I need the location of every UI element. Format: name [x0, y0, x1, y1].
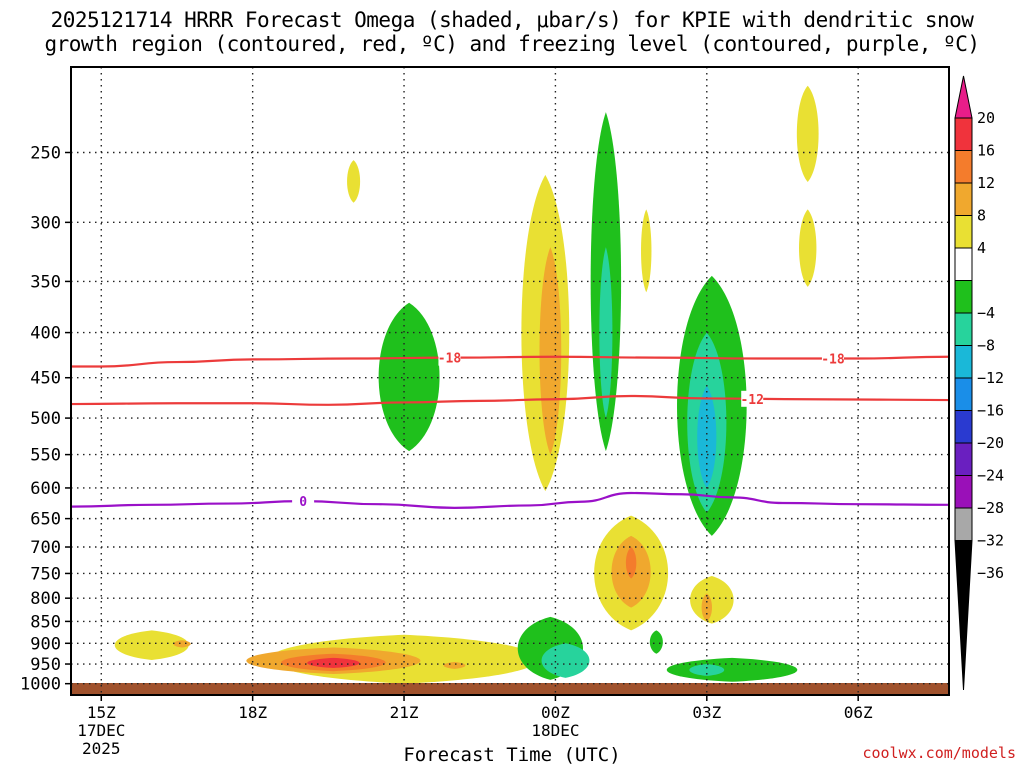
omega-region-28	[689, 664, 725, 676]
colorbar-swatch-3	[954, 182, 973, 216]
colorbar-swatch-9	[954, 377, 973, 411]
colorbar-label-6: −8	[977, 337, 995, 355]
y-tick-label-250: 250	[30, 143, 61, 163]
plot-frame	[70, 66, 950, 696]
omega-region-25	[541, 643, 590, 678]
omega-region-27	[666, 657, 798, 682]
omega-region-1	[173, 640, 191, 648]
contour-freezing-level	[71, 491, 949, 509]
colorbar-label-3: 8	[977, 207, 986, 225]
colorbar-bottom-arrow	[954, 540, 973, 691]
contour-label-dgz-lower-0: -12	[740, 393, 763, 408]
omega-region-7	[347, 160, 361, 203]
colorbar-label-7: −12	[977, 369, 1004, 387]
colorbar-swatch-13	[954, 507, 973, 541]
x-tick-label-21Z: 21Z	[390, 703, 419, 722]
contour-label-bg-dgz-upper-0	[438, 349, 461, 366]
omega-region-13	[641, 209, 652, 293]
x-tick-label-18Z: 18Z	[238, 703, 267, 722]
y-tick-label-800: 800	[30, 589, 61, 609]
chart-title-line2: growth region (contoured, red, ºC) and f…	[44, 32, 980, 56]
ground-strip	[71, 683, 949, 695]
contour-lines: -18 -18 -12 0	[71, 349, 949, 510]
colorbar-label-4: 4	[977, 239, 986, 257]
colorbar-swatch-10	[954, 410, 973, 444]
y-tick-label-550: 550	[30, 446, 61, 466]
y-tick-label-500: 500	[30, 409, 61, 429]
y-tick-label-400: 400	[30, 324, 61, 344]
colorbar-label-9: −20	[977, 434, 1004, 452]
contour-label-bg-dgz-upper-1	[821, 350, 844, 367]
y-tick-label-450: 450	[30, 369, 61, 389]
y-tick-label-650: 650	[30, 510, 61, 530]
x-tick-label-03Z: 03Z	[692, 703, 721, 722]
contour-label-dgz-upper-0: -18	[438, 352, 462, 367]
contour-label-bg-dgz-lower-0	[741, 390, 764, 407]
omega-region-5	[307, 657, 360, 669]
omega-shading	[114, 85, 819, 684]
colorbar-swatch-11	[954, 442, 973, 476]
colorbar-label-8: −16	[977, 402, 1004, 420]
colorbar-swatch-2	[954, 150, 973, 184]
colorbar-swatch-12	[954, 475, 973, 509]
colorbar-swatch-1	[954, 117, 973, 151]
y-tick-label-900: 900	[30, 634, 61, 654]
colorbar-label-0: 20	[977, 109, 995, 127]
omega-region-0	[114, 630, 189, 660]
colorbar-top-arrow	[954, 75, 973, 119]
x-axis-label: Forecast Time (UTC)	[403, 744, 621, 766]
x-tick-label-15Z: 15Z	[87, 703, 116, 722]
y-tick-label-700: 700	[30, 538, 61, 558]
colorbar: 20 16 12 8 4 −4 −8 −12 −16 −20 −24 −28 −32 −36	[954, 75, 1004, 691]
colorbar-label-11: −28	[977, 499, 1004, 517]
omega-region-8	[378, 302, 440, 452]
colorbar-label-12: −32	[977, 532, 1004, 550]
gridlines	[71, 67, 949, 695]
contour-label-freezing-level-0: 0	[299, 495, 307, 510]
chart-title-line1: 2025121714 HRRR Forecast Omega (shaded, …	[50, 8, 974, 32]
y-tick-label-600: 600	[30, 479, 61, 499]
contour-label-bg-freezing-level-0	[292, 493, 315, 510]
colorbar-swatch-8	[954, 345, 973, 379]
y-tick-label-1000: 1000	[20, 675, 61, 695]
x-tick-sublabel-15Z-1: 2025	[82, 739, 121, 758]
colorbar-label-13: −36	[977, 564, 1004, 582]
y-tick-label-350: 350	[30, 272, 61, 292]
y-tick-label-950: 950	[30, 655, 61, 675]
y-tick-label-750: 750	[30, 564, 61, 584]
omega-region-14	[796, 85, 819, 182]
y-axis: 2503003504004505005506006507007508008509…	[20, 143, 71, 695]
x-tick-sublabel-00Z-0: 18DEC	[531, 721, 579, 740]
y-tick-label-300: 300	[30, 213, 61, 233]
omega-region-15	[799, 209, 817, 287]
x-tick-label-06Z: 06Z	[844, 703, 873, 722]
colorbar-swatch-5	[954, 247, 973, 281]
colorbar-swatch-4	[954, 215, 973, 249]
contour-dgz-lower	[71, 394, 949, 406]
x-tick-sublabel-15Z-0: 17DEC	[77, 721, 125, 740]
contour-label-dgz-upper-1: -18	[821, 353, 845, 368]
colorbar-swatch-7	[954, 312, 973, 346]
omega-region-26	[649, 630, 663, 654]
omega-region-18	[625, 547, 637, 579]
y-tick-label-850: 850	[30, 612, 61, 632]
omega-region-21	[697, 386, 717, 488]
colorbar-label-5: −4	[977, 304, 995, 322]
colorbar-swatch-6	[954, 280, 973, 314]
omega-region-22	[690, 575, 734, 624]
credit-link[interactable]: coolwx.com/models	[862, 744, 1016, 762]
colorbar-label-10: −24	[977, 467, 1004, 485]
x-tick-label-00Z: 00Z	[541, 703, 570, 722]
contour-dgz-upper	[71, 355, 949, 368]
colorbar-label-1: 16	[977, 142, 995, 160]
omega-region-10	[539, 247, 562, 455]
colorbar-label-2: 12	[977, 174, 995, 192]
